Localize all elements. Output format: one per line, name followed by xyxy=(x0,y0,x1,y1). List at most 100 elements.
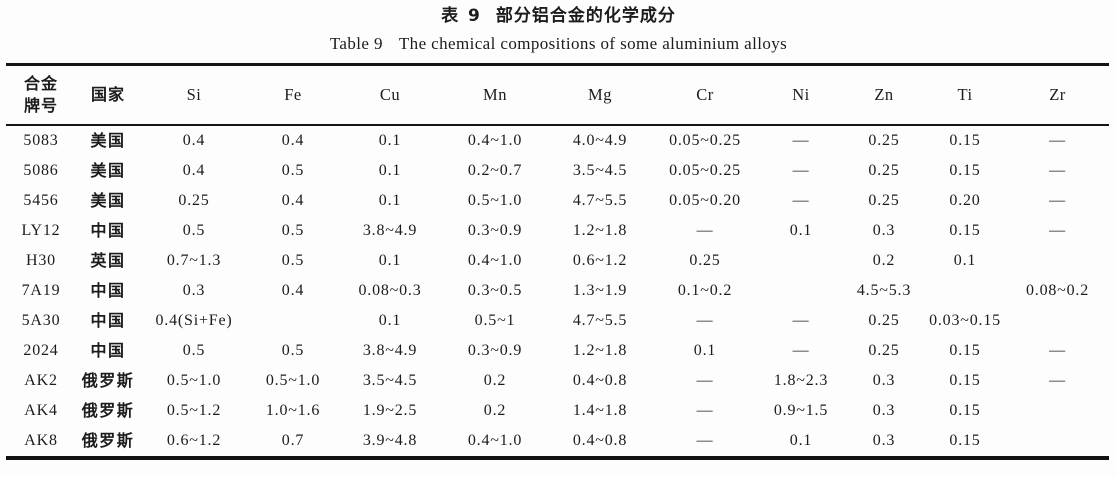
cell-zn: 0.3 xyxy=(872,372,896,389)
cell-mn: 0.2 xyxy=(483,402,507,419)
cell-mn: 0.3~0.9 xyxy=(467,342,523,359)
cell-mg: 0.6~1.2 xyxy=(572,252,628,269)
cell-country: 俄罗斯 xyxy=(81,401,135,420)
table-number-en: Table 9 xyxy=(329,34,383,53)
cell-ti: 0.15 xyxy=(949,132,981,149)
cell-mn: 0.2~0.7 xyxy=(467,162,523,179)
cell-mn: 0.3~0.9 xyxy=(467,222,523,239)
table-row: AK4 俄罗斯 0.5~1.2 1.0~1.6 1.9~2.5 0.2 1.4~1.8 — 0.… xyxy=(6,396,1109,426)
cell-fe: 0.5 xyxy=(281,222,305,239)
cell-cr: 0.1 xyxy=(693,342,717,359)
cell-ni: 0.1 xyxy=(789,432,813,449)
cell-mg: 1.2~1.8 xyxy=(572,342,628,359)
cell-mn: 0.5~1 xyxy=(474,312,516,329)
cell-fe: 1.0~1.6 xyxy=(265,402,321,419)
cell-ti: 0.1 xyxy=(953,252,977,269)
cell-zn: 0.25 xyxy=(868,342,900,359)
cell-si: 0.4 xyxy=(182,132,206,149)
table-row: 5083 美国 0.4 0.4 0.1 0.4~1.0 4.0~4.9 0.05~0.25 — 0… xyxy=(6,125,1109,156)
col-header-fe: Fe xyxy=(248,64,338,126)
cell-cu: 0.1 xyxy=(378,252,402,269)
col-header-cu: Cu xyxy=(338,64,442,126)
cell-zr xyxy=(1006,306,1109,336)
table-row: 2024 中国 0.5 0.5 3.8~4.9 0.3~0.9 1.2~1.8 0.1 — 0.2… xyxy=(6,336,1109,366)
cell-cr: — xyxy=(696,222,714,239)
cell-mn: 0.5~1.0 xyxy=(467,192,523,209)
cell-ni: — xyxy=(792,162,810,179)
table-caption-en: Table 9 The chemical compositions of some… xyxy=(0,33,1117,54)
cell-alloy: 5A30 xyxy=(21,312,61,329)
cell-si: 0.5 xyxy=(182,342,206,359)
cell-alloy: 7A19 xyxy=(21,282,61,299)
cell-ni xyxy=(758,246,844,276)
table-row: 5456 美国 0.25 0.4 0.1 0.5~1.0 4.7~5.5 0.05~0.20 —… xyxy=(6,186,1109,216)
cell-alloy: 2024 xyxy=(23,342,59,359)
cell-country: 中国 xyxy=(90,311,126,330)
cell-si: 0.4(Si+Fe) xyxy=(155,312,233,329)
cell-country: 俄罗斯 xyxy=(81,371,135,390)
cell-mn: 0.3~0.5 xyxy=(467,282,523,299)
cell-fe: 0.7 xyxy=(281,432,305,449)
table-row: AK2 俄罗斯 0.5~1.0 0.5~1.0 3.5~4.5 0.2 0.4~0.8 — 1.… xyxy=(6,366,1109,396)
cell-mg: 4.7~5.5 xyxy=(572,312,628,329)
cell-zr: — xyxy=(1049,162,1066,179)
cell-ni xyxy=(758,276,844,306)
col-header-zr: Zr xyxy=(1006,64,1109,126)
cell-zr: — xyxy=(1049,132,1066,149)
cell-alloy: 5456 xyxy=(23,192,59,209)
cell-mn: 0.4~1.0 xyxy=(467,252,523,269)
cell-cu: 0.08~0.3 xyxy=(358,282,422,299)
col-header-ni: Ni xyxy=(758,64,844,126)
cell-ni: — xyxy=(792,132,810,149)
cell-zn: 0.3 xyxy=(872,432,896,449)
cell-zr: — xyxy=(1049,372,1066,389)
cell-ni: 0.1 xyxy=(789,222,813,239)
cell-ti: 0.03~0.15 xyxy=(929,312,1001,329)
table-title-en: The chemical compositions of some alumin… xyxy=(398,34,788,53)
cell-country: 美国 xyxy=(90,131,126,150)
cell-zn: 0.25 xyxy=(868,132,900,149)
cell-mn: 0.4~1.0 xyxy=(467,432,523,449)
cell-ni: — xyxy=(792,312,810,329)
cell-zr: 0.08~0.2 xyxy=(1025,282,1090,299)
cell-alloy: AK4 xyxy=(24,402,58,419)
cell-zr: — xyxy=(1049,222,1066,239)
cell-country: 俄罗斯 xyxy=(81,431,135,450)
table-row: 7A19 中国 0.3 0.4 0.08~0.3 0.3~0.5 1.3~1.9 0.1~0.… xyxy=(6,276,1109,306)
cell-zn: 0.3 xyxy=(872,222,896,239)
cell-cr: 0.05~0.25 xyxy=(669,132,741,149)
col-header-ti: Ti xyxy=(924,64,1006,126)
cell-fe: 0.5 xyxy=(281,342,305,359)
cell-cr: — xyxy=(696,432,714,449)
cell-zr: — xyxy=(1049,342,1066,359)
cell-mg: 4.7~5.5 xyxy=(572,192,628,209)
col-header-alloy: 合金 牌号 xyxy=(6,64,76,126)
cell-cr: 0.1~0.2 xyxy=(677,282,733,299)
col-header-cr: Cr xyxy=(652,64,758,126)
cell-ti: 0.15 xyxy=(949,162,981,179)
cell-ti: 0.15 xyxy=(949,432,981,449)
table-number-cn: 表 9 xyxy=(441,6,482,26)
cell-cu: 0.1 xyxy=(378,162,402,179)
cell-country: 美国 xyxy=(90,191,126,210)
cell-fe: 0.5~1.0 xyxy=(265,372,321,389)
col-header-mg: Mg xyxy=(548,64,652,126)
table-header-row: 合金 牌号 国家 Si Fe Cu Mn Mg Cr Ni Zn Ti Zr xyxy=(6,64,1109,126)
cell-fe: 0.5 xyxy=(281,252,305,269)
cell-fe: 0.4 xyxy=(281,282,305,299)
table-row: 5086 美国 0.4 0.5 0.1 0.2~0.7 3.5~4.5 0.05~0.25 — 0… xyxy=(6,156,1109,186)
cell-ni: 1.8~2.3 xyxy=(773,372,829,389)
cell-ti: 0.15 xyxy=(949,342,981,359)
cell-alloy: LY12 xyxy=(21,222,61,239)
cell-ni: — xyxy=(792,342,810,359)
cell-ti: 0.15 xyxy=(949,372,981,389)
cell-mg: 0.4~0.8 xyxy=(572,432,628,449)
cell-country: 中国 xyxy=(90,281,126,300)
alloy-composition-table: 合金 牌号 国家 Si Fe Cu Mn Mg Cr Ni Zn Ti Zr 5083 美国 0.4 0.4 0… xyxy=(6,63,1109,460)
cell-cu: 1.9~2.5 xyxy=(362,402,418,419)
cell-zn: 0.25 xyxy=(868,312,900,329)
cell-si: 0.3 xyxy=(182,282,206,299)
cell-zr xyxy=(1006,396,1109,426)
cell-alloy: 5086 xyxy=(23,162,59,179)
table-row: LY12 中国 0.5 0.5 3.8~4.9 0.3~0.9 1.2~1.8 — 0.1 0.3… xyxy=(6,216,1109,246)
